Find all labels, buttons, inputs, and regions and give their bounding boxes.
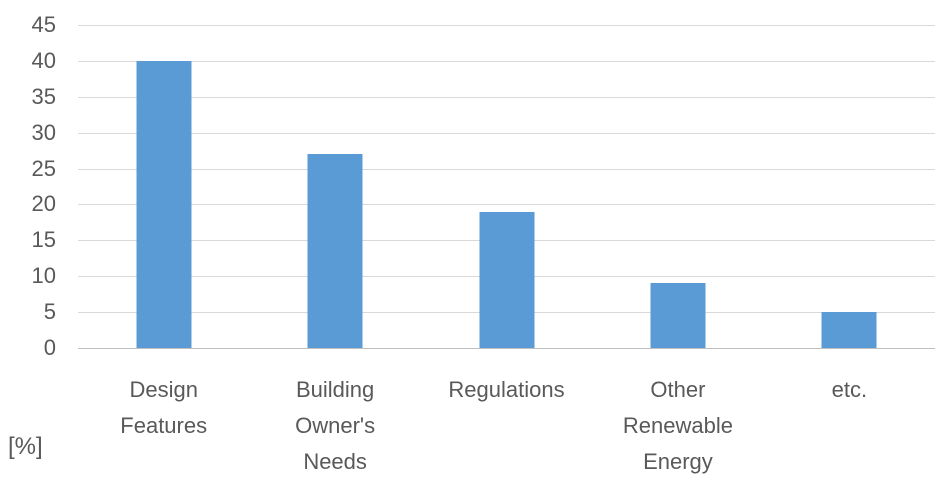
y-tick-label-0: 0 bbox=[43, 335, 56, 360]
bar-slot bbox=[421, 25, 592, 348]
gridline-y-0 bbox=[78, 348, 935, 349]
y-tick-label-10: 10 bbox=[31, 263, 56, 289]
y-tick-label-35: 35 bbox=[31, 83, 56, 109]
y-tick-label-5: 5 bbox=[43, 299, 56, 325]
bar-slot bbox=[78, 25, 249, 348]
gridline-y-30 bbox=[78, 132, 935, 134]
x-category-label-building-owner-s-needs: Building Owner's Needs bbox=[295, 377, 376, 474]
x-category-label-design-features: Design Features bbox=[120, 377, 208, 438]
plot-area bbox=[78, 25, 935, 349]
gridline-y-35 bbox=[78, 96, 935, 98]
gridline-y-25 bbox=[78, 168, 935, 170]
bar-slot bbox=[592, 25, 763, 348]
bar-other-renewable-energy bbox=[650, 283, 706, 348]
y-tick-label-45: 45 bbox=[31, 12, 56, 37]
y-tick-label-40: 40 bbox=[31, 47, 56, 73]
gridline-y-20 bbox=[78, 204, 935, 206]
y-axis-unit-label: [%] bbox=[8, 433, 43, 460]
x-category-label-other-renewable-energy: Other Renewable Energy bbox=[622, 377, 733, 474]
x-category-label-etc-: etc. bbox=[831, 377, 868, 402]
y-tick-label-30: 30 bbox=[31, 119, 56, 145]
gridline-y-40 bbox=[78, 60, 935, 62]
bars-container bbox=[78, 25, 935, 348]
bar-design-features bbox=[136, 60, 192, 348]
bar-regulations bbox=[479, 211, 535, 348]
y-tick-label-20: 20 bbox=[31, 191, 56, 217]
bar-slot bbox=[764, 25, 935, 348]
bar-building-owner-s-needs bbox=[307, 154, 363, 348]
y-tick-label-15: 15 bbox=[31, 227, 56, 253]
x-category-label-regulations: Regulations bbox=[448, 377, 565, 402]
gridline-y-45 bbox=[78, 25, 935, 26]
bar-etc- bbox=[821, 312, 877, 348]
x-axis-category-labels: Design Features Building Owner's Needs Reg… bbox=[78, 372, 935, 480]
bar-slot bbox=[249, 25, 420, 348]
y-tick-label-25: 25 bbox=[31, 155, 56, 181]
